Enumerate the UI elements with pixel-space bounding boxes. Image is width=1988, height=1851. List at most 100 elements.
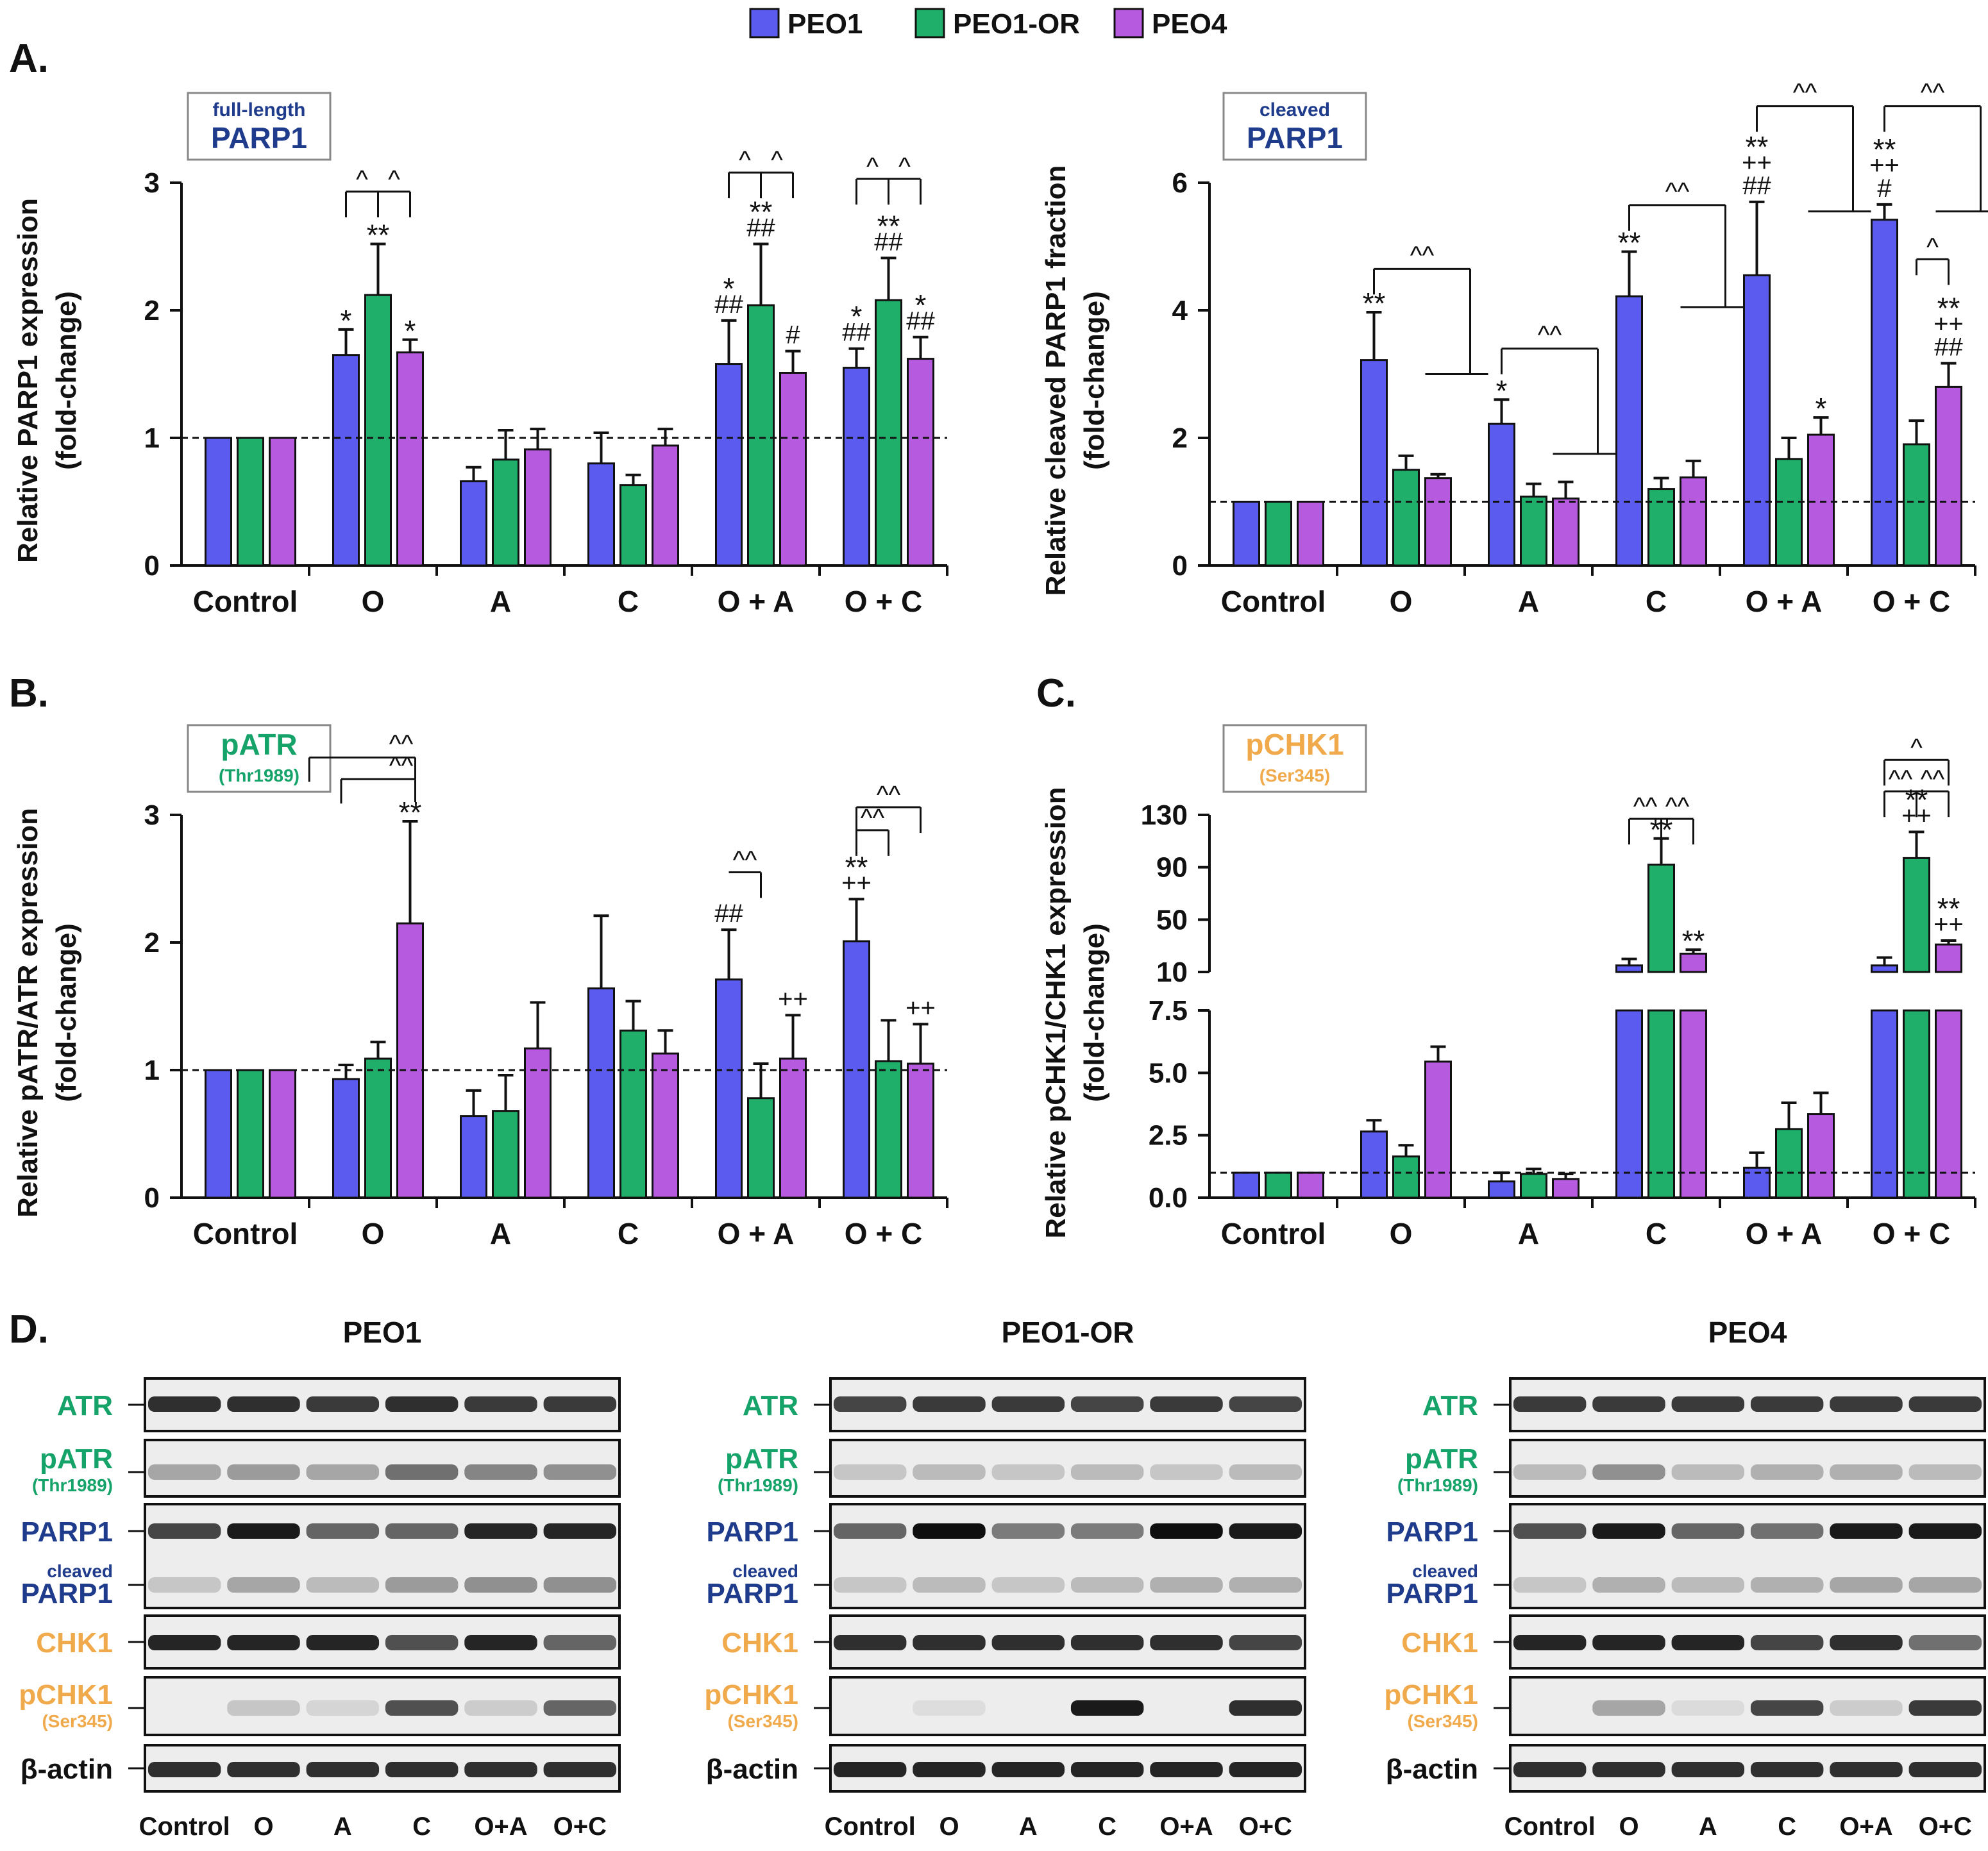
band-cparp bbox=[1229, 1577, 1302, 1593]
row-label: PARP1 bbox=[707, 1578, 798, 1609]
band-chk1 bbox=[464, 1635, 537, 1650]
bar-peo1 bbox=[1234, 502, 1259, 566]
significance-mark: ** bbox=[1682, 924, 1705, 957]
row-label-sub: (Thr1989) bbox=[32, 1475, 113, 1495]
bar-peo4 bbox=[1553, 499, 1579, 565]
legend-label: PEO4 bbox=[1152, 8, 1227, 40]
significance-mark: # bbox=[786, 321, 800, 349]
bar-peo1-or bbox=[1904, 444, 1930, 565]
y-tick-label: 3 bbox=[144, 800, 160, 831]
band-patr bbox=[1592, 1464, 1665, 1480]
badge-top: full-length bbox=[213, 99, 306, 121]
bar-peo1 bbox=[1234, 1173, 1259, 1198]
band-patr bbox=[1229, 1464, 1302, 1480]
y-tick-label: 1 bbox=[144, 423, 160, 454]
y-axis-label: Relative pATR/ATR expression bbox=[12, 808, 44, 1218]
bar-peo1-or bbox=[876, 1061, 902, 1198]
x-tick-label: O + C bbox=[845, 1217, 922, 1250]
bar-peo1 bbox=[844, 368, 870, 565]
significance-mark: * bbox=[405, 314, 416, 348]
band-parp bbox=[1150, 1523, 1222, 1539]
bar-peo4 bbox=[1936, 387, 1962, 565]
bar-peo4 bbox=[780, 1059, 806, 1198]
row-label: CHK1 bbox=[36, 1627, 113, 1659]
bar-peo1-or bbox=[366, 1059, 391, 1198]
band-actin bbox=[992, 1762, 1065, 1777]
row-label: PARP1 bbox=[1386, 1516, 1478, 1548]
bar-peo1-or bbox=[238, 438, 264, 565]
y-tick-label: 4 bbox=[1172, 295, 1188, 326]
band-cparp bbox=[227, 1577, 299, 1593]
x-tick-label: C bbox=[618, 585, 639, 618]
y-tick-label: 3 bbox=[144, 167, 160, 199]
band-atr bbox=[148, 1396, 221, 1412]
y-axis-label-unit: (fold-change) bbox=[51, 291, 82, 470]
band-patr bbox=[227, 1464, 299, 1480]
panel-letter-a1: A. bbox=[9, 37, 49, 81]
blot-peo1: PEO1ATRpATR(Thr1989)PARP1cleavedPARP1CHK… bbox=[19, 1316, 619, 1841]
row-label: pATR bbox=[40, 1443, 113, 1475]
band-atr bbox=[227, 1396, 299, 1412]
band-parp bbox=[913, 1523, 985, 1539]
band-pchk1 bbox=[1830, 1700, 1902, 1716]
bar-peo1-or bbox=[493, 1111, 519, 1198]
band-parp bbox=[834, 1523, 906, 1539]
x-tick-label: O bbox=[1390, 585, 1413, 618]
bar-peo1 bbox=[461, 482, 487, 565]
y-axis-label-unit: (fold-change) bbox=[1079, 923, 1110, 1102]
x-tick-label: O + A bbox=[1746, 1217, 1823, 1250]
band-patr bbox=[544, 1464, 616, 1480]
bar-peo4 bbox=[653, 1053, 678, 1198]
bracket-label: ^^ bbox=[389, 751, 414, 780]
band-chk1 bbox=[913, 1635, 985, 1650]
lane-label: O+A bbox=[474, 1813, 527, 1841]
x-tick-label: O + A bbox=[718, 585, 795, 618]
bar-peo1-or bbox=[1394, 470, 1419, 565]
legend-label: PEO1-OR bbox=[953, 8, 1080, 40]
bar-peo1 bbox=[589, 464, 614, 565]
band-actin bbox=[1229, 1762, 1302, 1777]
row-label: pATR bbox=[725, 1443, 798, 1475]
x-tick-label: A bbox=[1518, 585, 1539, 618]
band-patr bbox=[148, 1464, 221, 1480]
lane-label: A bbox=[1019, 1813, 1038, 1841]
band-atr bbox=[834, 1396, 906, 1412]
band-pchk1 bbox=[307, 1700, 379, 1716]
band-cparp bbox=[992, 1577, 1065, 1593]
bracket-label: ^ bbox=[356, 165, 368, 194]
bar-peo4 bbox=[908, 359, 934, 565]
band-cparp bbox=[1830, 1577, 1902, 1593]
band-chk1 bbox=[1672, 1635, 1744, 1650]
band-parp bbox=[148, 1523, 221, 1539]
significance-mark: ** bbox=[1618, 226, 1641, 259]
bar-peo4 bbox=[398, 923, 423, 1198]
band-atr bbox=[464, 1396, 537, 1412]
band-atr bbox=[1751, 1396, 1823, 1412]
bracket-label: ^ bbox=[388, 165, 400, 194]
significance-mark: ++ bbox=[906, 994, 936, 1022]
band-chk1 bbox=[1513, 1635, 1586, 1650]
band-chk1 bbox=[227, 1635, 299, 1650]
bar-peo1 bbox=[1617, 296, 1642, 565]
bar-peo4 bbox=[780, 373, 806, 565]
bar-peo1 bbox=[1361, 360, 1387, 565]
y-axis-label-unit: (fold-change) bbox=[1079, 291, 1110, 470]
bar-peo4 bbox=[270, 1070, 296, 1198]
band-patr bbox=[1071, 1464, 1143, 1480]
bracket-label: ^^ bbox=[1633, 792, 1658, 821]
band-atr bbox=[544, 1396, 616, 1412]
band-patr bbox=[385, 1464, 458, 1480]
band-pchk1 bbox=[385, 1700, 458, 1716]
y-tick-label: 2.5 bbox=[1149, 1120, 1188, 1152]
bracket-label: ^^ bbox=[1665, 792, 1690, 821]
badge-main: PARP1 bbox=[211, 121, 307, 155]
band-pchk1 bbox=[227, 1700, 299, 1716]
bar-peo1 bbox=[716, 980, 742, 1198]
bracket-label: ^^ bbox=[1921, 765, 1945, 793]
band-chk1 bbox=[1751, 1635, 1823, 1650]
band-parp bbox=[544, 1523, 616, 1539]
band-pchk1 bbox=[1672, 1700, 1744, 1716]
row-label-sub: (Ser345) bbox=[727, 1711, 798, 1731]
y-axis-label: Relative pCHK1/CHK1 expression bbox=[1040, 787, 1072, 1238]
